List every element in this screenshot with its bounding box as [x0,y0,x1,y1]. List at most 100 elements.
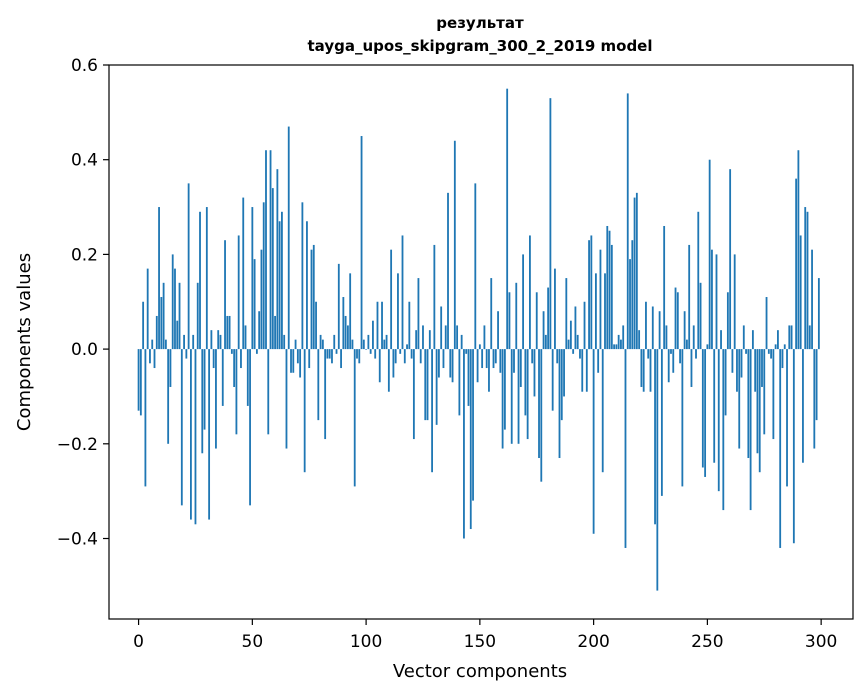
bar [601,349,604,473]
bar [736,349,738,392]
bar [397,273,399,350]
axes-frame [108,64,854,620]
bar [251,207,254,350]
bar [456,325,459,350]
bar [308,349,311,369]
bar [410,349,413,359]
bar [296,349,299,364]
bar [729,169,732,350]
bar [799,235,802,350]
bar [647,349,650,359]
bar [663,225,666,350]
bar [501,349,504,449]
bar [711,249,713,350]
bar [638,330,641,350]
bar [253,259,256,350]
bar [360,136,363,350]
bar [631,240,634,350]
x-tick-label: 50 [242,632,264,652]
bar [367,334,370,350]
bar [276,169,279,350]
bar [745,349,747,354]
y-axis-label: Components values [14,253,35,431]
bar [508,292,511,350]
x-tick-label: 0 [133,632,144,652]
bar [187,183,190,350]
bar [681,349,684,487]
bar [144,349,147,487]
bar [788,325,791,350]
bar [260,249,263,350]
bar [428,330,431,350]
bar [460,334,463,350]
bar [139,349,142,416]
bar [149,349,151,364]
bar [299,349,302,378]
y-tick-label: 0.4 [71,151,98,171]
bar [781,349,784,369]
bar [706,344,709,350]
bar [142,301,145,350]
bar [672,349,675,373]
bar [777,330,779,350]
bar [349,273,352,350]
bar [237,235,240,350]
bar [331,349,333,364]
bar [262,202,265,350]
bar [321,339,324,350]
bar [688,244,691,350]
bar [497,311,499,350]
bar [160,297,163,350]
bar [372,320,374,350]
bar [458,349,461,416]
bar [483,325,486,350]
bar [194,349,197,525]
y-axis-ticks: −0.4 −0.2 0.0 0.2 0.4 0.6 [57,56,109,550]
bar [315,301,317,350]
bar [228,315,231,350]
bar [604,273,606,350]
bar [342,297,345,350]
bar [488,349,490,392]
bar [326,349,329,359]
bar [738,349,741,449]
bar [747,349,750,459]
bar [319,334,322,350]
bar [221,349,224,406]
bar [774,344,777,350]
bar [403,349,406,364]
bar [690,349,693,387]
x-tick-label: 300 [805,632,837,652]
bar [433,244,436,350]
bar [697,211,700,350]
bar [171,254,174,350]
bar [510,349,513,444]
bar [656,349,659,591]
bar [199,211,201,350]
bar [219,334,222,350]
bar [167,349,170,444]
bar [306,221,308,350]
y-tick-label: 0.6 [71,56,98,76]
bar [442,349,445,369]
bar [210,330,213,350]
bar [406,344,408,350]
bar [294,339,297,350]
bar [626,93,629,350]
bar [629,259,631,350]
bar [515,282,518,350]
bar [642,349,645,392]
bar [783,344,786,350]
bar [708,159,711,350]
bar [535,292,538,350]
bar [269,150,272,350]
bar [779,349,782,548]
bar [387,349,390,392]
bar [362,339,365,350]
bar [444,325,447,350]
bar [608,230,611,350]
bar [594,273,597,350]
bar [756,349,759,454]
bar [383,339,386,350]
